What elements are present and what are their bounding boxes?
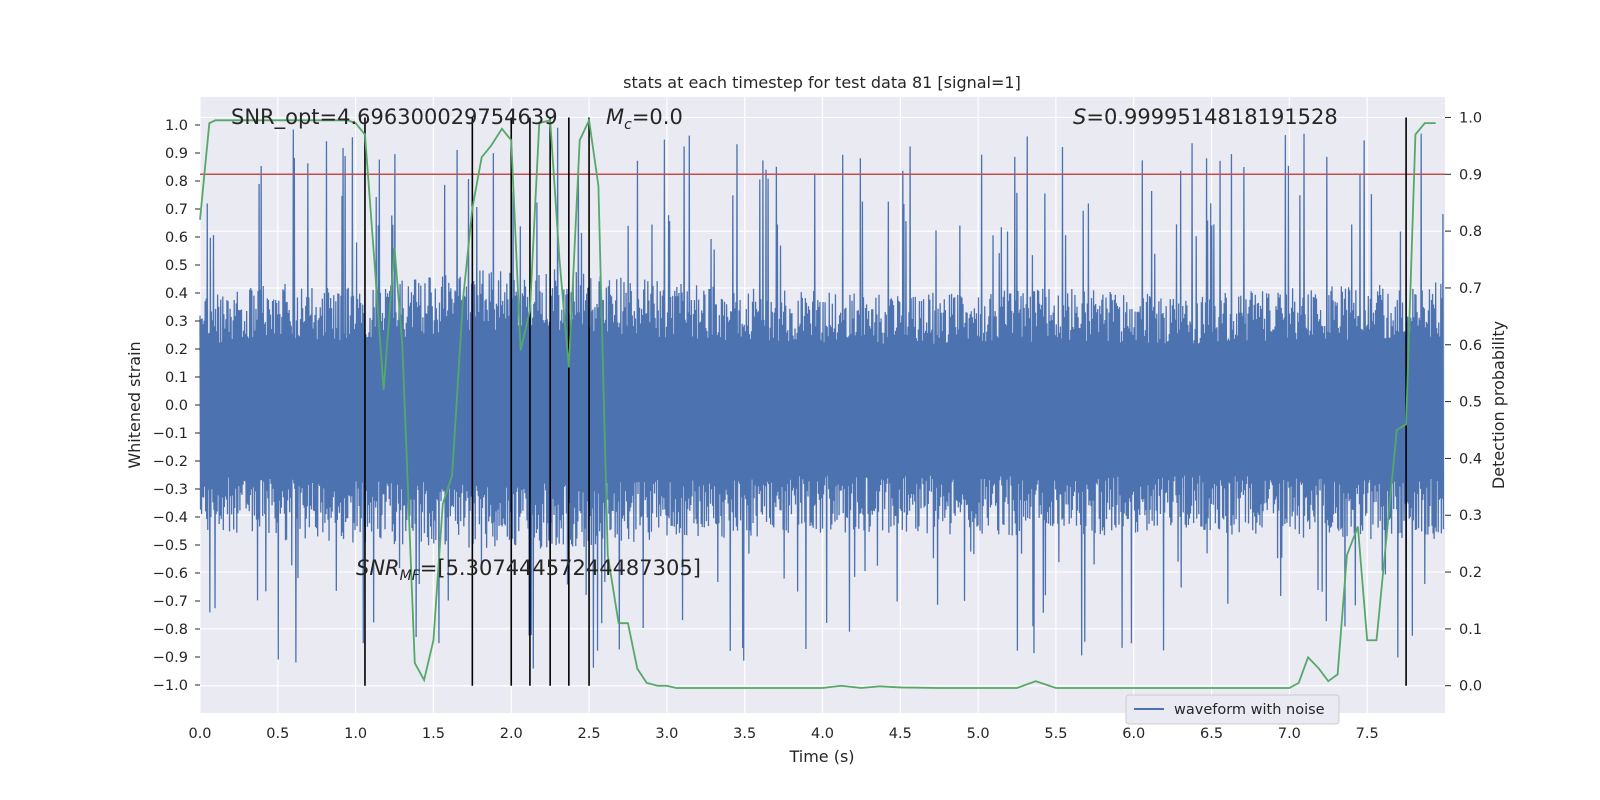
x-tick-label: 1.5 [422, 726, 445, 742]
x-tick-label: 5.0 [967, 726, 990, 742]
y-tick-label: 0.6 [165, 230, 188, 246]
x-tick-label: 0.0 [188, 726, 211, 742]
y-tick-label: 0.0 [165, 398, 188, 414]
legend: waveform with noise [1125, 694, 1340, 725]
y-tick-label: −0.4 [153, 510, 188, 526]
y-tick-label: 0.9 [165, 146, 188, 162]
y-tick-label: −0.9 [153, 650, 188, 666]
y2-tick-label: 0.7 [1459, 281, 1482, 297]
y-tick-label: −0.7 [153, 594, 188, 610]
y-tick-label: −1.0 [153, 678, 188, 694]
y-tick-label: 0.8 [165, 174, 188, 190]
y-tick-label: 1.0 [165, 118, 188, 134]
x-tick-label: 2.5 [578, 726, 601, 742]
y-tick-label: −0.6 [153, 566, 188, 582]
y-tick-label: −0.2 [153, 454, 188, 470]
y-axis-label: Whitened strain [125, 341, 144, 468]
y2-tick-label: 0.1 [1459, 622, 1482, 638]
s-annotation: S=0.9999514818191528 [1073, 105, 1338, 129]
y2-tick-label: 1.0 [1459, 110, 1482, 126]
y-tick-label: 0.1 [165, 370, 188, 386]
probability-line [199, 117, 1436, 689]
x-tick-label: 7.5 [1356, 726, 1379, 742]
y-tick-label: 0.5 [165, 258, 188, 274]
y-tick-label: −0.1 [153, 426, 188, 442]
x-tick-label: 5.5 [1044, 726, 1067, 742]
legend-box [1125, 694, 1340, 725]
x-tick-label: 3.0 [655, 726, 678, 742]
probability-series [199, 117, 1436, 689]
x-tick-label: 6.0 [1122, 726, 1145, 742]
x-tick-label: 2.0 [500, 726, 523, 742]
chirp-mass-annotation: Mc=0.0 [606, 105, 683, 133]
legend-entry: waveform with noise [1174, 702, 1325, 718]
y-tick-label: −0.5 [153, 538, 188, 554]
y2-tick-label: 0.5 [1459, 395, 1482, 411]
y-tick-label: −0.8 [153, 622, 188, 638]
snr-opt-annotation: SNR_opt=4.696300029754639 [231, 105, 558, 130]
x-tick-label: 1.0 [344, 726, 367, 742]
y2-tick-label: 0.6 [1459, 338, 1482, 354]
x-tick-label: 0.5 [266, 726, 289, 742]
y2-tick-label: 0.2 [1459, 565, 1482, 581]
y-axis-ticks: 1.0 0.9 0.8 0.7 0.6 0.5 0.4 0.3 0.2 0.1 0.0 −0.1 −0.… [153, 118, 200, 694]
y2-tick-label: 0.4 [1459, 451, 1482, 467]
y2-tick-label: 0.0 [1459, 679, 1482, 695]
y-tick-label: 0.4 [165, 286, 188, 302]
x-tick-label: 4.5 [889, 726, 912, 742]
x-tick-label: 6.5 [1200, 726, 1223, 742]
y2-tick-label: 0.8 [1459, 224, 1482, 240]
chart-title: stats at each timestep for test data 81 … [623, 73, 1021, 92]
snr-mf-annotation: SNRMF=[5.30744457244487305] [356, 556, 701, 584]
x-tick-label: 7.0 [1278, 726, 1301, 742]
y-tick-label: −0.3 [153, 482, 188, 498]
y-tick-label: 0.3 [165, 314, 188, 330]
y2-axis-label: Detection probability [1489, 321, 1508, 489]
y-tick-label: 0.2 [165, 342, 188, 358]
x-axis-label: Time (s) [788, 747, 854, 766]
y2-axis-ticks: 1.0 0.9 0.8 0.7 0.6 0.5 0.4 0.3 0.2 0.1 0.0 [1445, 110, 1482, 695]
y-tick-label: 0.7 [165, 202, 188, 218]
strain-series [199, 127, 1445, 669]
x-axis-ticks: 0.0 0.5 1.0 1.5 2.0 2.5 3.0 3.5 4.0 4.5 5.0 5.5 6.0 6… [188, 726, 1378, 742]
x-tick-label: 4.0 [811, 726, 834, 742]
strain-line [199, 127, 1445, 669]
y2-tick-label: 0.9 [1459, 167, 1482, 183]
y2-tick-label: 0.3 [1459, 508, 1482, 524]
x-tick-label: 3.5 [733, 726, 756, 742]
